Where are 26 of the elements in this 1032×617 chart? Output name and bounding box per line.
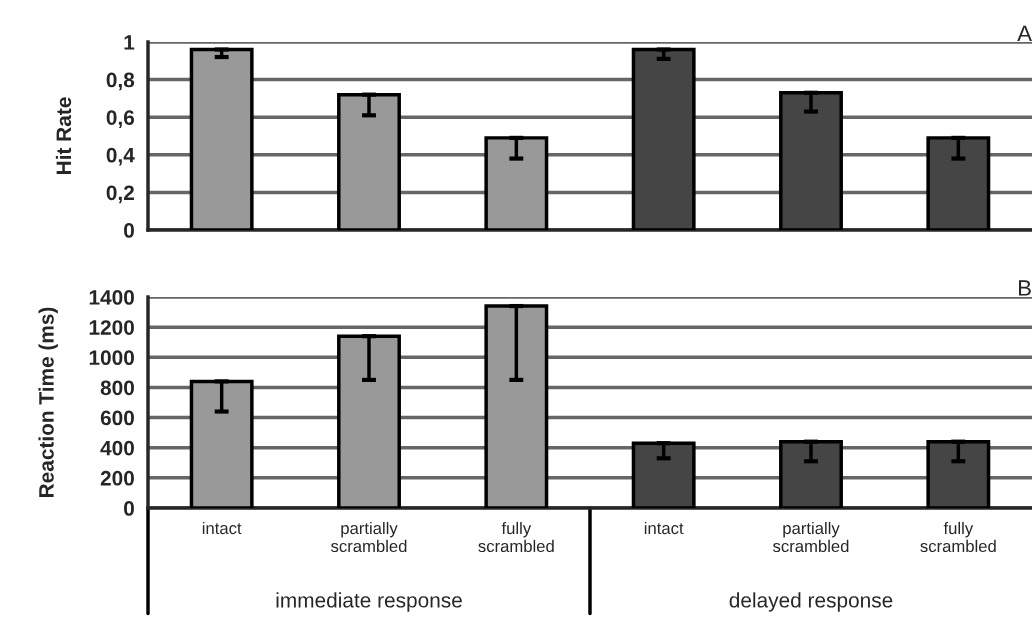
y-tick-label: 400 [100, 440, 134, 456]
y-tick-label: 1200 [89, 320, 134, 335]
y-tick-label: 0,8 [106, 72, 135, 91]
y-axis-title: Reaction Time (ms) [38, 307, 58, 497]
y-tick-label: 0 [124, 223, 134, 238]
y-tick-label: 0,2 [106, 185, 134, 204]
y-tick-label: 0,4 [106, 147, 135, 166]
text: immediate response [276, 592, 462, 612]
chart-title: B [1019, 280, 1031, 296]
y-tick-label: 1000 [89, 350, 134, 366]
y-tick-label: 0,6 [106, 110, 135, 128]
text: delayed response [729, 592, 893, 612]
y-axis-title: Hit Rate [55, 97, 72, 174]
y-tick-label: 800 [100, 380, 134, 396]
y-tick-label: 200 [100, 470, 134, 486]
chart-title: A [1017, 25, 1032, 42]
x-tick-label: partially scrambled [331, 521, 407, 553]
y-tick-label: 0 [124, 501, 134, 516]
x-tick-label: fully scrambled [920, 521, 996, 553]
x-tick-label: intact [202, 521, 242, 535]
y-tick-label: 600 [100, 410, 134, 426]
y-tick-label: 1 [124, 35, 135, 50]
x-tick-label: intact [644, 521, 684, 535]
y-tick-label: 1400 [89, 290, 134, 305]
x-tick-label: fully scrambled [478, 521, 554, 553]
x-tick-label: partially scrambled [773, 521, 849, 553]
